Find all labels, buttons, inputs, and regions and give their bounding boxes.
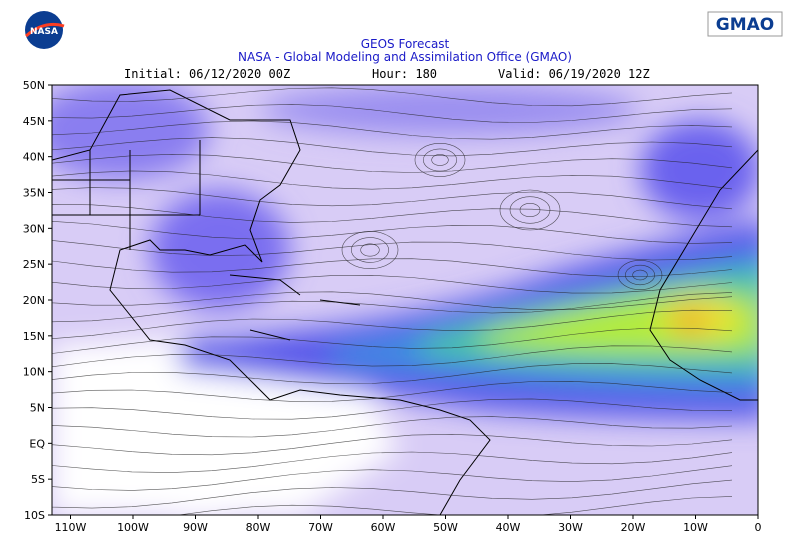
initial-time: Initial: 06/12/2020 00Z bbox=[124, 67, 290, 81]
lon-label: 70W bbox=[308, 521, 333, 534]
lat-label: 10N bbox=[23, 366, 45, 379]
nasa-logo: NASA bbox=[25, 11, 65, 49]
vortex bbox=[499, 189, 561, 231]
lat-label: 50N bbox=[23, 79, 45, 92]
lon-label: 90W bbox=[183, 521, 208, 534]
vortex bbox=[341, 231, 399, 269]
lon-label: 0 bbox=[755, 521, 762, 534]
vortex bbox=[617, 260, 663, 290]
streamline bbox=[52, 380, 733, 402]
vortex bbox=[431, 154, 449, 166]
streamline bbox=[52, 120, 733, 140]
lon-label: 50W bbox=[433, 521, 458, 534]
streamline bbox=[52, 345, 733, 368]
streamline bbox=[52, 327, 733, 354]
streamline bbox=[52, 479, 733, 509]
subtitle: NASA - Global Modeling and Assimilation … bbox=[238, 50, 572, 64]
lat-label: 40N bbox=[23, 151, 45, 164]
streamline bbox=[52, 416, 733, 438]
lon-label: 20W bbox=[621, 521, 646, 534]
streamline bbox=[52, 363, 733, 385]
vortex bbox=[632, 269, 648, 281]
streamline bbox=[52, 309, 733, 340]
lat-label: EQ bbox=[29, 437, 45, 450]
streamline bbox=[52, 258, 733, 277]
vortex bbox=[414, 143, 466, 177]
streamline bbox=[176, 496, 733, 515]
vortex bbox=[519, 203, 541, 217]
lat-label: 5N bbox=[30, 402, 45, 415]
valid-time: Valid: 06/19/2020 12Z bbox=[498, 67, 650, 81]
streamline bbox=[52, 292, 733, 323]
logo-text: NASA bbox=[30, 27, 58, 37]
title: GEOS Forecast bbox=[361, 37, 450, 51]
vortex bbox=[351, 237, 389, 263]
lat-label: 45N bbox=[23, 115, 45, 128]
streamline bbox=[52, 104, 733, 123]
streamline bbox=[52, 433, 733, 456]
vortex bbox=[509, 196, 551, 224]
streamline bbox=[52, 240, 733, 261]
streamline bbox=[52, 291, 733, 310]
lat-label: 20N bbox=[23, 294, 45, 307]
lon-label: 100W bbox=[117, 521, 149, 534]
lon-label: 30W bbox=[558, 521, 583, 534]
streamline bbox=[52, 153, 733, 173]
streamline bbox=[52, 87, 733, 107]
lat-label: 5S bbox=[31, 473, 45, 486]
lon-label: 110W bbox=[55, 521, 87, 534]
vortex bbox=[423, 148, 457, 172]
lon-label: 40W bbox=[496, 521, 521, 534]
streamline bbox=[52, 465, 733, 491]
vortex bbox=[625, 264, 655, 286]
lat-label: 35N bbox=[23, 187, 45, 200]
streamline bbox=[52, 137, 733, 157]
lon-label: 60W bbox=[371, 521, 396, 534]
lat-label: 25N bbox=[23, 258, 45, 271]
logo-text: GMAO bbox=[716, 15, 774, 35]
lat-label: 30N bbox=[23, 222, 45, 235]
streamline bbox=[52, 398, 733, 420]
forecast-hour: Hour: 180 bbox=[372, 67, 437, 81]
lon-label: 80W bbox=[246, 521, 271, 534]
lat-label: 15N bbox=[23, 330, 45, 343]
lon-label: 10W bbox=[683, 521, 708, 534]
streamline bbox=[52, 203, 733, 228]
streamline bbox=[52, 170, 733, 190]
gmao-logo: GMAO bbox=[707, 11, 783, 37]
lat-label: 10S bbox=[24, 509, 45, 522]
vortex bbox=[360, 243, 380, 257]
streamline bbox=[52, 187, 733, 210]
map bbox=[52, 85, 758, 515]
streamline bbox=[52, 451, 733, 473]
streamline bbox=[52, 274, 733, 294]
